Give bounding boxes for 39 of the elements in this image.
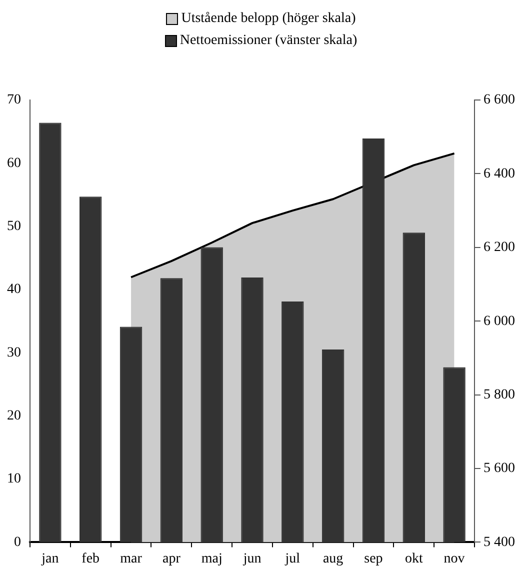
y-tick-label: 0 xyxy=(14,534,21,550)
x-tick-label: jun xyxy=(242,551,262,566)
x-tick-label: mar xyxy=(120,551,142,566)
bar xyxy=(120,326,142,542)
y2-tick-label: 6 200 xyxy=(484,240,515,256)
y2-tick-label: 5 600 xyxy=(484,461,515,476)
y2-tick-label: 6 600 xyxy=(484,92,515,108)
y-tick-label: 60 xyxy=(7,156,21,171)
bar xyxy=(322,350,344,542)
bar xyxy=(241,278,264,542)
y-tick-label: 10 xyxy=(7,472,21,487)
bar xyxy=(402,232,425,542)
bar xyxy=(362,138,385,542)
bar xyxy=(39,122,62,542)
y2-tick-label: 5 400 xyxy=(484,534,515,550)
bar xyxy=(443,367,466,542)
x-tick-label: jul xyxy=(284,551,300,566)
x-tick-label: jan xyxy=(40,551,59,566)
x-tick-label: aug xyxy=(322,551,344,566)
y2-tick-label: 6 000 xyxy=(484,314,515,329)
legend-label: Utstående belopp (höger skala) xyxy=(181,11,356,27)
y-tick-label: 70 xyxy=(7,92,21,108)
legend-label: Nettoemissioner (vänster skala) xyxy=(180,33,358,49)
bar xyxy=(80,196,102,542)
bar xyxy=(282,302,304,542)
y-tick-label: 40 xyxy=(7,282,21,298)
y-tick-label: 30 xyxy=(7,345,21,360)
bar xyxy=(200,247,223,542)
y-tick-label: 20 xyxy=(7,408,21,424)
x-tick-label: feb xyxy=(82,551,100,566)
x-tick-label: maj xyxy=(201,551,222,566)
y2-tick-label: 5 800 xyxy=(484,387,515,402)
bar xyxy=(160,278,183,542)
x-tick-label: okt xyxy=(404,551,423,566)
y-tick-label: 50 xyxy=(7,219,21,234)
x-tick-label: apr xyxy=(162,551,181,566)
x-tick-label: sep xyxy=(364,551,383,566)
x-tick-label: nov xyxy=(444,551,465,566)
y2-tick-label: 6 400 xyxy=(484,166,515,182)
